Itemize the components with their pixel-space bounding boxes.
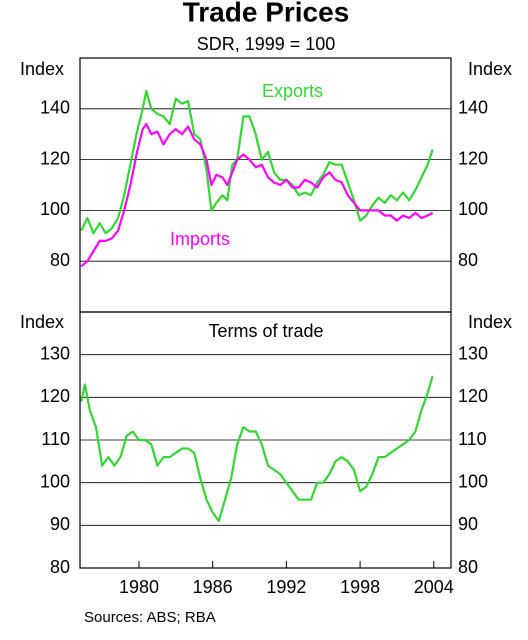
y2-tick-label: 120 (458, 386, 488, 406)
x-tick-label: 1998 (340, 577, 380, 597)
series-line (80, 375, 434, 523)
y2-tick-label: 120 (458, 148, 488, 168)
y-tick-label: 80 (50, 557, 70, 577)
y-tick-label: 140 (40, 98, 70, 118)
y2-tick-label: 130 (458, 343, 488, 363)
series-label: Imports (170, 229, 230, 249)
y-axis-label: Index (20, 59, 64, 79)
y2-axis-label: Index (468, 312, 512, 332)
y2-tick-label: 100 (458, 471, 488, 491)
y2-tick-label: 90 (458, 514, 478, 534)
y-tick-label: 120 (40, 148, 70, 168)
series-label: Exports (262, 81, 323, 101)
y2-tick-label: 100 (458, 199, 488, 219)
series-line (80, 89, 434, 235)
y2-tick-label: 110 (458, 429, 487, 449)
panel-title: Terms of trade (208, 321, 323, 341)
y-tick-label: 100 (40, 199, 70, 219)
plot-frame (79, 311, 452, 569)
y-tick-label: 80 (50, 250, 70, 270)
y2-tick-label: 80 (458, 250, 478, 270)
y-tick-label: 110 (41, 429, 70, 449)
x-tick-label: 2004 (414, 577, 454, 597)
x-tick-label: 1986 (193, 577, 233, 597)
x-tick-label: 1980 (119, 577, 159, 597)
y2-axis-label: Index (468, 59, 512, 79)
y-tick-label: 130 (40, 343, 70, 363)
y-tick-label: 120 (40, 386, 70, 406)
chart-title: Trade Prices (183, 0, 350, 27)
y2-tick-label: 80 (458, 557, 478, 577)
x-tick-label: 1992 (266, 577, 306, 597)
y-axis-label: Index (20, 312, 64, 332)
source-note: Sources: ABS; RBA (84, 609, 216, 626)
chart-subtitle: SDR, 1999 = 100 (197, 34, 336, 54)
series-line (80, 122, 434, 268)
y2-tick-label: 140 (458, 98, 488, 118)
y-tick-label: 90 (50, 514, 70, 534)
y-tick-label: 100 (40, 471, 70, 491)
